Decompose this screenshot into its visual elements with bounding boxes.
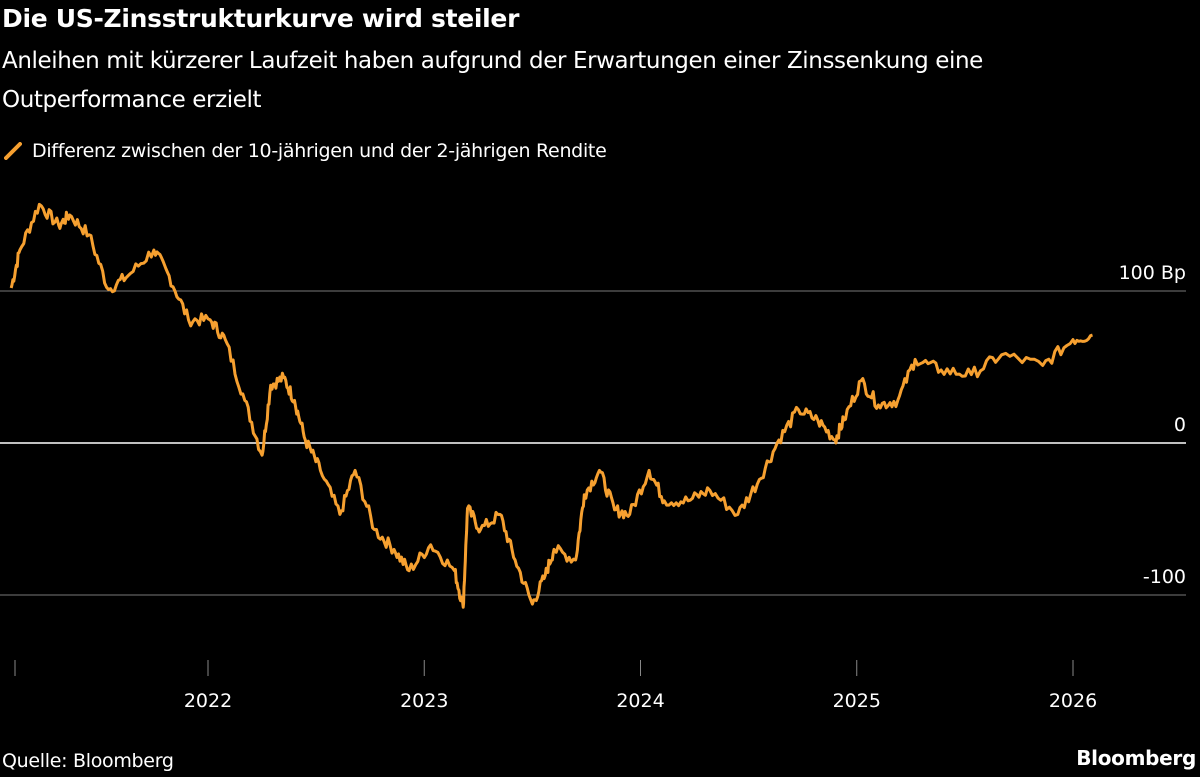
x-tick-label: 2023 bbox=[400, 690, 448, 712]
legend: Differenz zwischen der 10-jährigen und d… bbox=[4, 140, 607, 162]
y-tick-label: 100 Bp bbox=[1119, 262, 1186, 284]
y-tick-label: -100 bbox=[1143, 566, 1186, 588]
x-tick-label: 2024 bbox=[616, 690, 664, 712]
y-tick-label: 0 bbox=[1174, 414, 1186, 436]
x-tick-label: 2025 bbox=[833, 690, 881, 712]
x-tick-label: 2022 bbox=[184, 690, 232, 712]
chart-title: Die US-Zinsstrukturkurve wird steiler bbox=[2, 4, 520, 33]
brand-logo: Bloomberg bbox=[1076, 746, 1196, 770]
series-line bbox=[9, 202, 1093, 609]
legend-label: Differenz zwischen der 10-jährigen und d… bbox=[32, 140, 607, 162]
chart-subtitle: Anleihen mit kürzerer Laufzeit haben auf… bbox=[2, 48, 983, 113]
legend-line-icon bbox=[4, 142, 22, 160]
x-tick-label: 2026 bbox=[1049, 690, 1097, 712]
source-note: Quelle: Bloomberg bbox=[2, 750, 174, 772]
